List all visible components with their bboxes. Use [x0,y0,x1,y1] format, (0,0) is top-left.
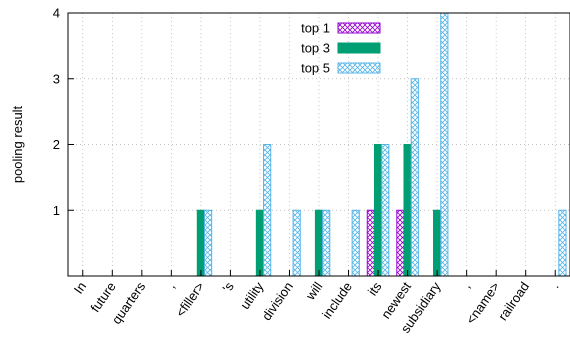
x-tick-label: its [365,279,385,299]
bar-top-5 [263,144,272,277]
bar-top-5 [351,209,360,277]
bar-top-5 [440,12,449,277]
y-tick-label: 3 [53,71,60,86]
x-tick-label: . [547,279,561,291]
bar-top-5 [292,209,301,277]
bar-top-3 [433,209,442,277]
legend-swatch [337,22,381,34]
bar-top-5 [558,209,567,277]
bars [196,12,567,277]
legend-label: top 5 [301,61,330,76]
bar-top-1 [396,209,405,277]
y-axis-label: pooling result [10,105,25,183]
x-tick-label: include [319,279,355,321]
legend-swatch [337,62,381,74]
x-tick-label: railroad [495,279,532,323]
legend: top 1 top 3 top 5 [301,21,381,76]
y-tick-label: 4 [53,6,60,21]
x-tick-label: In [71,279,90,296]
x-tick-label: will [302,279,325,303]
bar-top-3 [373,144,383,277]
x-tick-label: utility [237,279,267,312]
y-tick-label: 2 [53,137,60,152]
x-tick-label: 's [219,279,237,295]
y-axis-ticks: 1 2 3 4 [53,6,74,218]
bar-top-3 [403,144,412,277]
legend-swatch [337,42,381,54]
bar-top-3 [314,209,324,277]
legend-label: top 1 [301,21,330,36]
bar-top-5 [381,144,390,277]
x-tick-label: , [459,279,473,291]
y-tick-label: 1 [53,203,60,218]
bar-top-5 [410,78,419,277]
bar-top-1 [366,209,375,277]
x-tick-label: <filler> [173,279,208,320]
x-tick-label: , [163,279,177,291]
bar-top-3 [255,209,265,277]
x-tick-label: division [259,279,296,323]
legend-label: top 3 [301,41,330,56]
bar-top-5 [322,209,331,277]
bar-top-5 [203,209,213,277]
bar-top-3 [196,209,205,277]
